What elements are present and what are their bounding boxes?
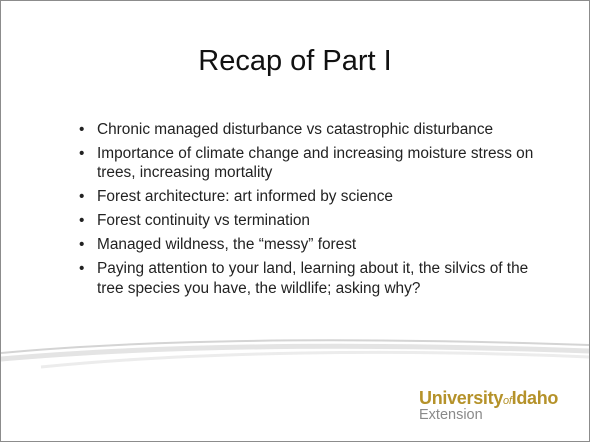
bullet: Chronic managed disturbance vs catastrop… (75, 120, 545, 140)
logo: UniversityofIdaho Extension (419, 388, 579, 423)
logo-idaho: Idaho (511, 388, 559, 408)
logo-name: UniversityofIdaho (419, 388, 579, 409)
swoosh-line (1, 339, 589, 354)
logo-of: of (503, 395, 512, 407)
bullet: Paying attention to your land, learning … (75, 259, 545, 298)
swoosh-line (40, 350, 589, 369)
logo-extension: Extension (419, 407, 483, 423)
swoosh-line (1, 343, 589, 362)
bullet: Forest architecture: art informed by sci… (75, 187, 545, 207)
bullet: Forest continuity vs termination (75, 211, 545, 231)
bullet-list: Chronic managed disturbance vs catastrop… (75, 120, 545, 303)
logo-university: University (419, 388, 504, 408)
slide-title: Recap of Part I (198, 45, 392, 77)
bullet: Importance of climate change and increas… (75, 144, 545, 183)
bullet: Managed wildness, the “messy” forest (75, 235, 545, 255)
